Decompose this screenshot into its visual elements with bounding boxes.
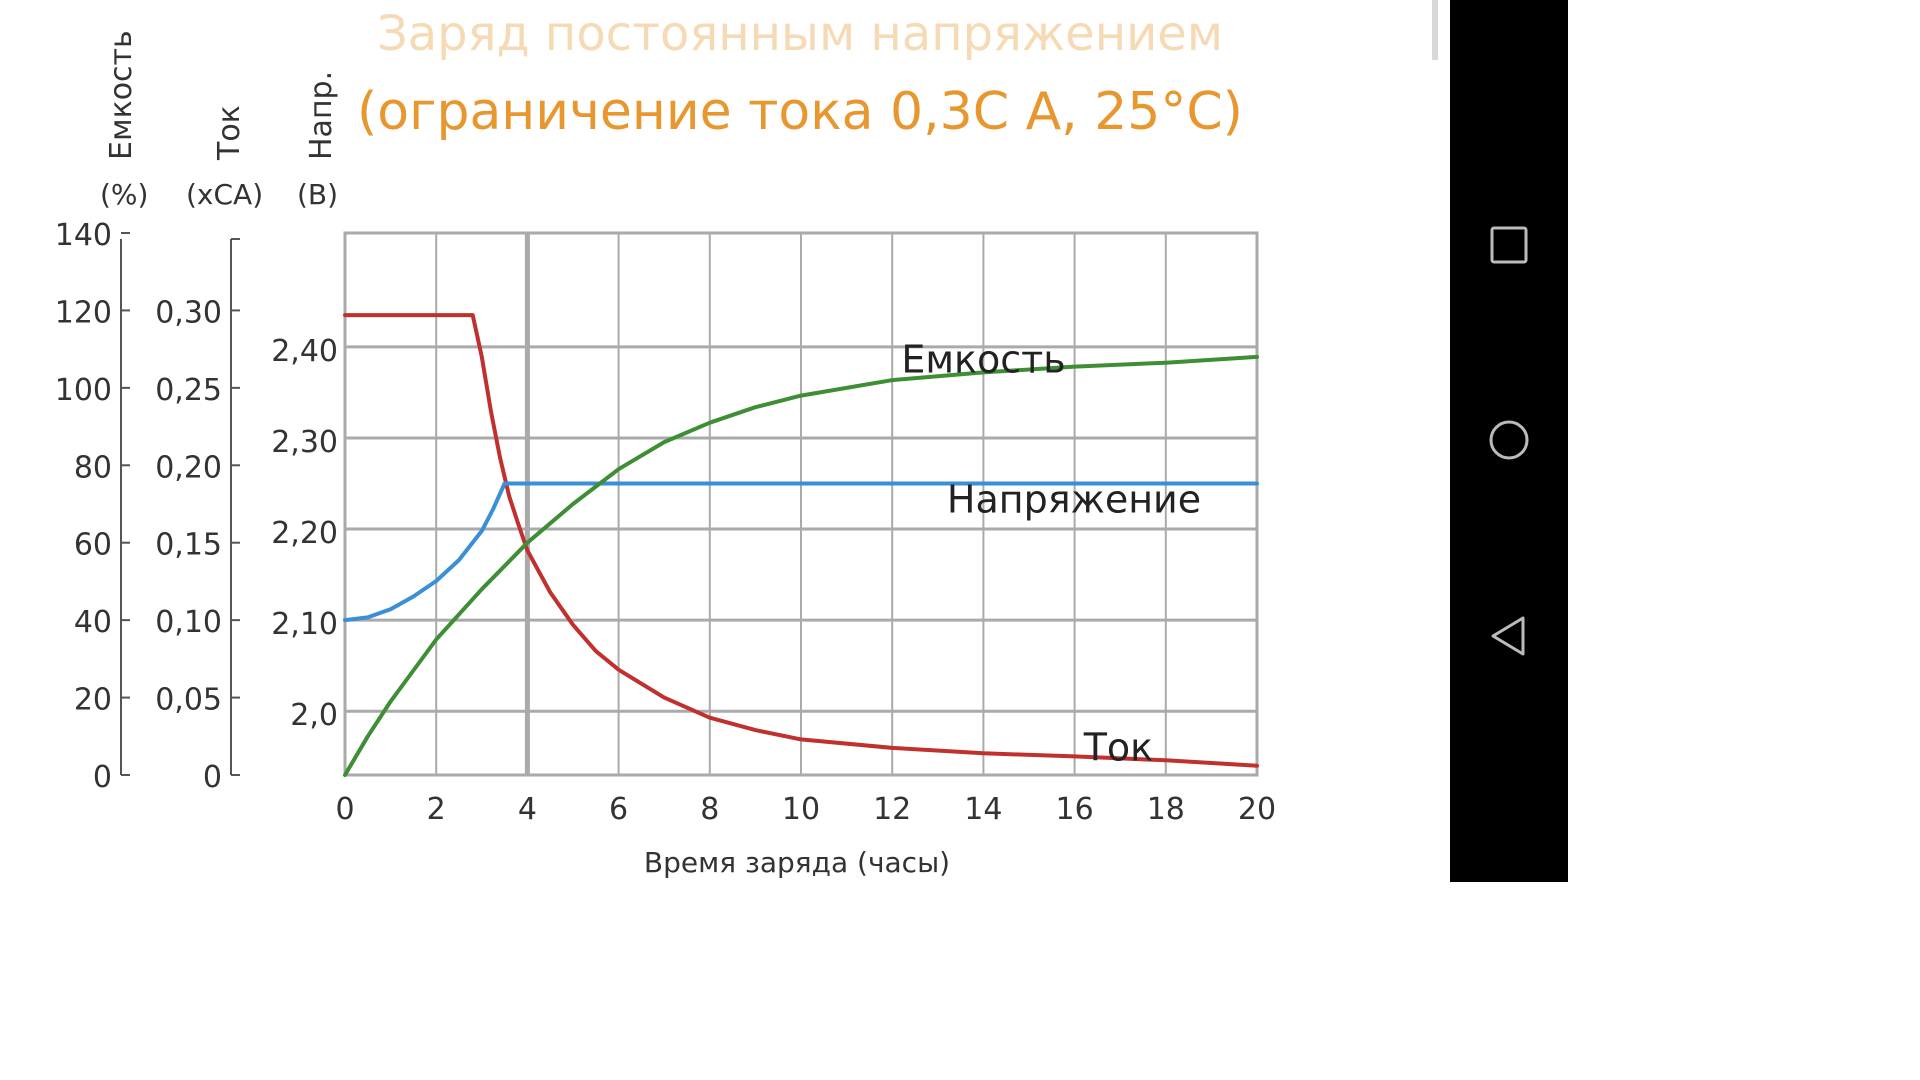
capacity-tick-label: 40 bbox=[74, 605, 112, 640]
circle-icon bbox=[1489, 420, 1529, 460]
chart-title: Заряд постоянным напряжением bbox=[376, 6, 1224, 62]
current-axis-unit: (хСА) bbox=[186, 178, 264, 211]
x-tick-label: 20 bbox=[1238, 792, 1276, 827]
x-tick-label: 6 bbox=[609, 792, 628, 827]
scrollbar[interactable] bbox=[1432, 0, 1438, 60]
x-tick-label: 0 bbox=[335, 792, 354, 827]
x-tick-label: 14 bbox=[964, 792, 1002, 827]
current-tick-label: 0,15 bbox=[155, 528, 222, 563]
current-series-line bbox=[343, 313, 1259, 768]
x-tick-label: 18 bbox=[1147, 792, 1185, 827]
chart-subtitle: (ограничение тока 0,3С А, 25°С) bbox=[357, 82, 1243, 142]
x-axis-label: Время заряда (часы) bbox=[644, 846, 950, 879]
back-button[interactable] bbox=[1450, 596, 1568, 676]
current-tick-label: 0,10 bbox=[155, 605, 222, 640]
series-annotation: Напряжение bbox=[947, 478, 1201, 522]
voltage-tick-label: 2,40 bbox=[271, 334, 338, 369]
voltage-tick-label: 2,10 bbox=[271, 607, 338, 642]
capacity-tick-label: 0 bbox=[93, 760, 112, 795]
chart-plot: 0 2 4 6 8 10 12 14 16 18 20 2,0 2,10 2,20 2,30 2,40 0 20 4… bbox=[55, 218, 1276, 879]
capacity-series-line bbox=[343, 354, 1259, 777]
voltage-series-line bbox=[343, 481, 1259, 623]
capacity-tick-label: 60 bbox=[74, 528, 112, 563]
chart-area: Заряд постоянным напряжением (ограничени… bbox=[54, 6, 1277, 879]
current-tick-label: 0,20 bbox=[155, 450, 222, 485]
capacity-tick-label: 80 bbox=[74, 450, 112, 485]
x-tick-label: 10 bbox=[782, 792, 820, 827]
voltage-axis-unit: (В) bbox=[297, 178, 339, 211]
voltage-tick-label: 2,30 bbox=[271, 425, 338, 460]
capacity-tick-label: 140 bbox=[55, 218, 112, 253]
capacity-tick-label: 120 bbox=[55, 295, 112, 330]
series-annotation: Емкость bbox=[901, 337, 1065, 381]
x-tick-label: 4 bbox=[518, 792, 537, 827]
home-button[interactable] bbox=[1450, 400, 1568, 480]
back-triangle-icon bbox=[1491, 616, 1525, 656]
capacity-axis-unit: (%) bbox=[100, 178, 149, 211]
current-tick-label: 0 bbox=[203, 760, 222, 795]
x-tick-label: 2 bbox=[427, 792, 446, 827]
series-annotation: Ток bbox=[1083, 725, 1153, 769]
x-tick-label: 16 bbox=[1056, 792, 1094, 827]
square-icon bbox=[1490, 226, 1528, 264]
capacity-tick-label: 100 bbox=[55, 373, 112, 408]
x-tick-label: 8 bbox=[700, 792, 719, 827]
current-tick-label: 0,05 bbox=[155, 683, 222, 718]
navigation-bar bbox=[1450, 0, 1568, 882]
current-tick-label: 0,30 bbox=[155, 295, 222, 330]
current-tick-label: 0,25 bbox=[155, 373, 222, 408]
recent-apps-button[interactable] bbox=[1450, 205, 1568, 285]
x-tick-label: 12 bbox=[873, 792, 911, 827]
voltage-tick-label: 2,0 bbox=[290, 698, 338, 733]
capacity-tick-label: 20 bbox=[74, 683, 112, 718]
voltage-tick-label: 2,20 bbox=[271, 516, 338, 551]
